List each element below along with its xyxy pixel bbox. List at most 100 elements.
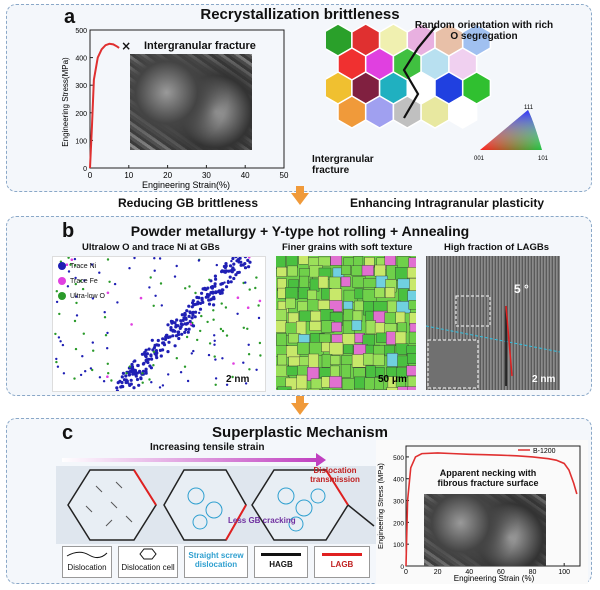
panel-c-axes: 0 20 40 60 80 100 0 100 200 300 400 500 (393, 445, 581, 576)
a-xtick-4: 40 (241, 171, 250, 180)
lagb-symbol (322, 553, 362, 556)
a-xtick-1: 10 (124, 171, 133, 180)
c-ytick-2: 200 (393, 520, 404, 527)
a-ytick-1: 100 (75, 138, 87, 145)
panel-a-curve (89, 42, 120, 169)
fibrous-fracture-sem-image (424, 494, 546, 566)
legend-lagb: LAGB (314, 546, 370, 578)
panel-a (6, 4, 592, 192)
ebsd-grain-map (276, 256, 416, 390)
c-xtick-5: 100 (558, 569, 570, 576)
a-ytick-5: 500 (75, 28, 87, 35)
a-ytick-2: 200 (75, 111, 87, 118)
inset-label-a: Intergranular fracture (144, 40, 256, 52)
legend-dislocation: Dislocation (62, 546, 112, 578)
necking-label: Apparent necking with fibrous fracture s… (437, 468, 539, 488)
less-gb-cracking-label: Less GB cracking (228, 516, 296, 525)
strain-arrow-head (316, 453, 326, 467)
ipf-left-label: 001 (474, 156, 485, 162)
legend-hagb: HAGB (254, 546, 308, 578)
c-xtick-0: 0 (404, 569, 408, 576)
intergranular-fracture-sem-image (130, 54, 252, 150)
c-xtick-1: 20 (434, 569, 442, 576)
c-xtick-4: 80 (529, 569, 537, 576)
legend-dislocation-cell-label: Dislocation cell (121, 563, 175, 572)
arrow-b-c-stem (296, 396, 304, 404)
legend-dot-o (58, 292, 66, 300)
legend-dot-fe (58, 277, 66, 285)
c-ytick-4: 400 (393, 477, 404, 484)
legend-dislocation-cell: Dislocation cell (118, 546, 178, 578)
panel-c-xlabel: Engineering Strain (%) (454, 574, 535, 583)
c-ytick-1: 100 (393, 542, 404, 549)
grain-hexagon (337, 95, 367, 129)
legend-screw-dislocation: Straight screw dislocation (184, 546, 248, 578)
ebsd-scale: 50 μm (378, 374, 407, 385)
panel-b-label: b (62, 220, 75, 242)
apt-legend: Trace Ni Trace Fe Ultra-low O (58, 262, 105, 300)
legend-b1200: B-1200 (533, 448, 556, 455)
panel-b-sub1: Ultralow O and trace Ni at GBs (82, 242, 220, 253)
apt-scale: 2 nm (226, 374, 250, 385)
hexagon-grain-map (326, 23, 492, 129)
c-ytick-5: 500 (393, 455, 404, 462)
a-ytick-3: 300 (75, 83, 87, 90)
legend-ni: Trace Ni (70, 262, 97, 270)
lagb-angle: 5 ° (514, 282, 529, 296)
a-ytick-4: 400 (75, 56, 87, 63)
a-xtick-5: 50 (280, 171, 289, 180)
dislocation-symbol (66, 551, 108, 559)
arrow-a-b (291, 193, 309, 205)
intergranular-label: Intergranular fracture (312, 154, 374, 176)
hrtem-overlay (426, 295, 560, 389)
legend-lagb-label: LAGB (330, 560, 354, 569)
legend-fe: Trace Fe (70, 277, 98, 285)
panel-c-curve (405, 452, 578, 567)
a-xtick-0: 0 (88, 171, 93, 180)
apt-atom-map (52, 256, 266, 392)
grain-hexagon (364, 95, 395, 129)
panel-a-title: Recrystallization brittleness (200, 6, 400, 23)
legend-dot-ni (58, 262, 66, 270)
arrow-a-b-stem (296, 186, 304, 194)
panel-c-label: c (62, 422, 74, 444)
grain-hexagon (420, 95, 450, 129)
dislocation-transmission-label: Dislocation transmission (310, 466, 360, 484)
c-xtick-3: 60 (497, 569, 505, 576)
hrtem-scale: 2 nm (532, 374, 556, 385)
panel-c-title: Superplastic Mechanism (212, 424, 388, 441)
c-xtick-2: 40 (465, 569, 473, 576)
fracture-mark: × (121, 39, 131, 53)
ipf-right-label: 101 (538, 156, 549, 162)
a-xtick-2: 20 (163, 171, 172, 180)
panel-b-sub2: Finer grains with soft texture (282, 242, 413, 253)
c-ytick-3: 300 (393, 499, 404, 506)
legend-hagb-label: HAGB (269, 560, 293, 569)
panel-a-xlabel: Engineering Strain(%) (142, 180, 230, 190)
dislocation-cell-symbol (139, 548, 157, 560)
a-ytick-0: 0 (83, 166, 87, 173)
panel-a-label: a (64, 6, 76, 28)
random-orientation-label: Random orientation with rich O segregati… (414, 20, 554, 42)
panel-c-ylabel: Engineering Stress (MPa) (376, 463, 385, 549)
panel-a-ylabel: Engineering Stress(MPa) (61, 57, 70, 147)
strain-arrow-label: Increasing tensile strain (150, 442, 265, 453)
c-ytick-0: 0 (400, 564, 404, 571)
arrow-b-c (291, 403, 309, 415)
strain-arrow (62, 458, 318, 462)
panel-b-title: Powder metallurgy + Y-type hot rolling +… (130, 223, 470, 239)
legend-screw-label: Straight screw dislocation (188, 551, 244, 569)
reducing-gb-label: Reducing GB brittleness (118, 196, 259, 210)
legend-dislocation-label: Dislocation (67, 563, 107, 572)
hagb-symbol (261, 553, 301, 556)
panel-b-sub3: High fraction of LAGBs (444, 242, 550, 253)
enhancing-plasticity-label: Enhancing Intragranular plasticity (350, 196, 545, 210)
mechanism-schematic (56, 466, 376, 544)
ipf-top-label: 111 (524, 105, 534, 111)
grain-hexagon (448, 95, 478, 129)
a-xtick-3: 30 (202, 171, 211, 180)
legend-o: Ultra-low O (70, 292, 106, 300)
ipf-color-triangle: 111 001 101 (474, 105, 549, 162)
